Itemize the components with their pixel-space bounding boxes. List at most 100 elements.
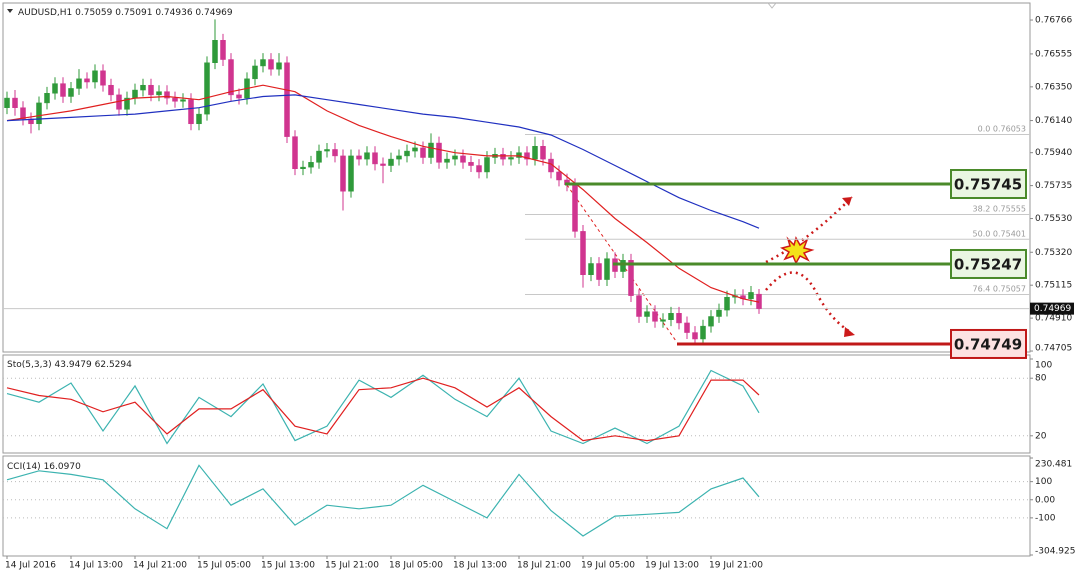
x-tick-label: 18 Jul 21:00 [517, 561, 571, 571]
candle-body [4, 97, 10, 108]
x-tick-label: 15 Jul 13:00 [261, 561, 315, 571]
candle-body [556, 171, 562, 181]
candle-body [316, 150, 322, 163]
level-label: 0.75745 [954, 176, 1022, 194]
y-tick-label: 230.481 [1035, 460, 1072, 470]
fib-label: 0.0 0.76053 [978, 124, 1026, 133]
x-tick-label: 19 Jul 05:00 [581, 561, 635, 571]
candle-body [252, 65, 258, 80]
candle-body [572, 184, 578, 232]
candle-body [332, 149, 338, 157]
candle-body [476, 165, 482, 173]
y-tick-label: 0.76350 [1035, 82, 1072, 92]
ohlc-value: 0.74969 [195, 8, 232, 18]
y-tick-label: 0.75940 [1035, 148, 1072, 158]
candle-body [500, 154, 506, 160]
stochastic-panel [2, 354, 1031, 454]
price-panel [2, 2, 1031, 353]
candle-body [428, 142, 434, 158]
candle-body [596, 263, 602, 280]
candle-body [396, 155, 402, 160]
x-tick-label: 19 Jul 21:00 [709, 561, 763, 571]
candle-body [76, 78, 82, 89]
y-tick-label: 20 [1035, 431, 1047, 441]
candle-body [420, 147, 426, 158]
level-box [950, 328, 1027, 359]
x-tick-label: 14 Jul 2016 [5, 561, 56, 571]
candle-body [388, 158, 394, 166]
candle-body [404, 150, 410, 157]
candle-body [44, 93, 50, 104]
bear-arrow [765, 271, 853, 335]
fib-label: 76.4 0.75057 [973, 284, 1026, 293]
candle-body [220, 40, 226, 60]
candle-body [36, 102, 42, 125]
y-tick-label: 0.76766 [1035, 16, 1072, 26]
y-tick-label: 0.74705 [1035, 344, 1072, 354]
candle-body [236, 94, 242, 99]
fib-percent: 0.0 [978, 124, 991, 133]
indicator-header: CCI(14) 16.0970 [7, 462, 81, 472]
candle-body [204, 62, 210, 115]
indicator-value: 16.0970 [44, 462, 81, 472]
y-tick-label: 80 [1035, 374, 1047, 384]
candle-body [132, 89, 138, 99]
candle-body [292, 136, 298, 169]
candle-body [588, 263, 594, 275]
candle-body [268, 59, 274, 70]
candle-body [92, 70, 98, 83]
candle-body [452, 155, 458, 160]
candle-body [628, 260, 634, 296]
ohlc-value: 0.74936 [155, 8, 192, 18]
fib-label: 38.2 0.75555 [973, 204, 1026, 213]
candle-body [508, 157, 514, 160]
y-tick-label: -100 [1035, 513, 1056, 523]
symbol: AUDUSD,H1 [18, 8, 72, 18]
ohlc-value: 0.75091 [115, 8, 152, 18]
fib-price: 0.75401 [993, 229, 1026, 238]
y-tick-label: 0.75115 [1035, 281, 1072, 291]
bear-arrowhead [844, 327, 855, 337]
candle-body [580, 231, 586, 275]
candle-body [100, 70, 106, 86]
indicator-line [6, 377, 760, 442]
candle-body [636, 295, 642, 317]
level-label: 0.74749 [954, 335, 1022, 353]
x-tick-label: 15 Jul 21:00 [325, 561, 379, 571]
fib-price: 0.75555 [993, 204, 1026, 213]
y-tick-label: 0.00 [1035, 495, 1055, 505]
trend-line [566, 184, 677, 342]
candle-body [68, 88, 74, 97]
candle-body [196, 113, 202, 125]
candle-body [524, 152, 530, 160]
candle-body [12, 97, 18, 108]
indicator-line [6, 94, 760, 229]
candle-body [228, 59, 234, 96]
candle-body [356, 155, 362, 160]
y-tick-label: 0.76140 [1035, 116, 1072, 126]
candle-body [692, 332, 698, 340]
x-tick-label: 18 Jul 05:00 [389, 561, 443, 571]
candle-body [460, 155, 466, 163]
fib-percent: 38.2 [973, 204, 991, 213]
indicator-value: 43.9479 [55, 360, 92, 370]
candle-body [84, 78, 90, 83]
candle-body [660, 319, 666, 322]
candle-body [340, 155, 346, 192]
cci-panel [2, 455, 1031, 557]
indicator-name: CCI(14) [7, 462, 41, 472]
level-box [950, 248, 1027, 279]
candle-body [156, 91, 162, 96]
indicator-header: Sto(5,3,3) 43.9479 62.5294 [7, 360, 132, 370]
candle-body [124, 97, 130, 110]
candle-body [716, 309, 722, 317]
candle-body [324, 149, 330, 152]
candle-body [604, 258, 610, 280]
candle-body [644, 311, 650, 317]
candle-body [652, 311, 658, 322]
fib-percent: 76.4 [973, 284, 991, 293]
candle-body [188, 99, 194, 125]
y-tick-label: -304.925 [1035, 547, 1075, 557]
candle-body [20, 107, 26, 120]
candle-body [540, 146, 546, 160]
